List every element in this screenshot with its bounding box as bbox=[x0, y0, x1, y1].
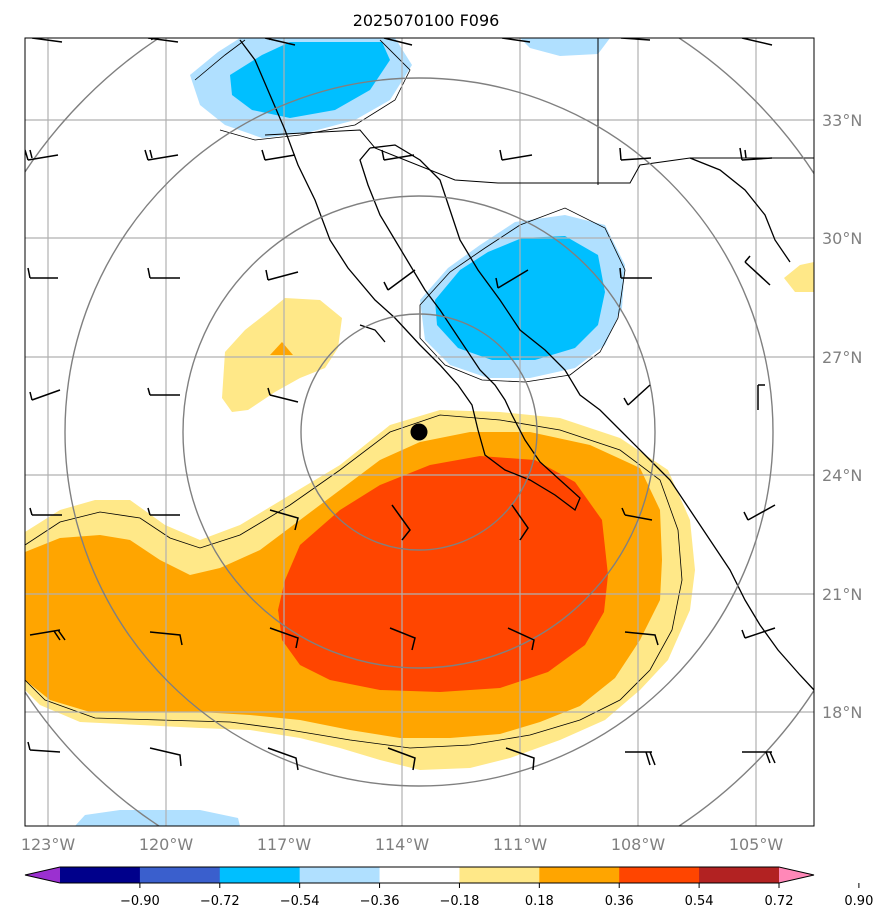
lat-label: 33°N bbox=[822, 111, 862, 130]
colorbar-swatch bbox=[219, 867, 301, 883]
political-borders bbox=[264, 38, 814, 185]
colorbar-swatch bbox=[379, 867, 460, 883]
colorbar-extend-high bbox=[779, 867, 814, 883]
colorbar-tick-label: −0.90 bbox=[120, 894, 160, 909]
colorbar-tick-label: 0.72 bbox=[765, 894, 794, 909]
lat-label: 24°N bbox=[822, 466, 862, 485]
colorbar-swatch bbox=[299, 867, 381, 883]
wind-barbs bbox=[25, 38, 776, 771]
center-marker-dot bbox=[410, 423, 428, 441]
colorbar-tick-label: −0.54 bbox=[280, 894, 320, 909]
anomaly-neg0.36-north bbox=[230, 42, 390, 118]
colorbar-tick-label: 0.90 bbox=[844, 894, 873, 909]
lat-label: 27°N bbox=[822, 348, 862, 367]
lon-label: 120°W bbox=[139, 835, 194, 854]
range-rings bbox=[25, 38, 814, 826]
colorbar-swatch bbox=[139, 867, 221, 883]
colorbar-tick-label: −0.72 bbox=[200, 894, 240, 909]
colorbar-tick-label: −0.18 bbox=[440, 894, 480, 909]
anomaly-neg0.18-north-tail bbox=[520, 38, 610, 56]
colorbar-swatch bbox=[539, 867, 620, 883]
lon-label: 105°W bbox=[729, 835, 784, 854]
colorbar-swatch bbox=[619, 867, 700, 883]
colorbar-tick-label: −0.36 bbox=[360, 894, 400, 909]
colorbar: −0.90 −0.72 −0.54 −0.36 −0.18 0.18 0.36 0.54 0.7… bbox=[24, 866, 873, 909]
colorbar-swatch bbox=[60, 867, 141, 883]
colorbar-swatch bbox=[459, 867, 540, 883]
colorbar-tick-label: 0.54 bbox=[685, 894, 714, 909]
gridlines bbox=[25, 38, 814, 826]
colorbar-swatch bbox=[699, 867, 780, 883]
lat-label: 21°N bbox=[822, 585, 862, 604]
lat-label: 30°N bbox=[822, 229, 862, 248]
lat-label: 18°N bbox=[822, 703, 862, 722]
lon-label: 114°W bbox=[375, 835, 430, 854]
anomaly-0.36-peak bbox=[270, 342, 293, 355]
lon-label: 108°W bbox=[611, 835, 666, 854]
contour-lines bbox=[25, 39, 683, 749]
longitude-labels: 123°W 120°W 117°W 114°W 111°W 108°W 105°… bbox=[21, 835, 784, 854]
latitude-labels: 33°N 30°N 27°N 24°N 21°N 18°N bbox=[822, 111, 862, 722]
map-frame bbox=[24, 37, 815, 827]
lon-label: 123°W bbox=[21, 835, 76, 854]
anomaly-neg0.18-south bbox=[75, 810, 240, 826]
colorbar-outline bbox=[24, 866, 815, 884]
colorbar-tick-label: 0.18 bbox=[525, 894, 554, 909]
map-panel bbox=[25, 38, 814, 826]
lon-label: 111°W bbox=[493, 835, 548, 854]
colorbar-tick-label: 0.36 bbox=[605, 894, 634, 909]
anomaly-0.54-area bbox=[278, 456, 608, 692]
lon-label: 117°W bbox=[257, 835, 312, 854]
anomaly-0.18-patch-east bbox=[784, 262, 814, 292]
figure-title: 2025070100 F096 bbox=[353, 11, 500, 30]
colorbar-extend-low bbox=[25, 867, 60, 883]
